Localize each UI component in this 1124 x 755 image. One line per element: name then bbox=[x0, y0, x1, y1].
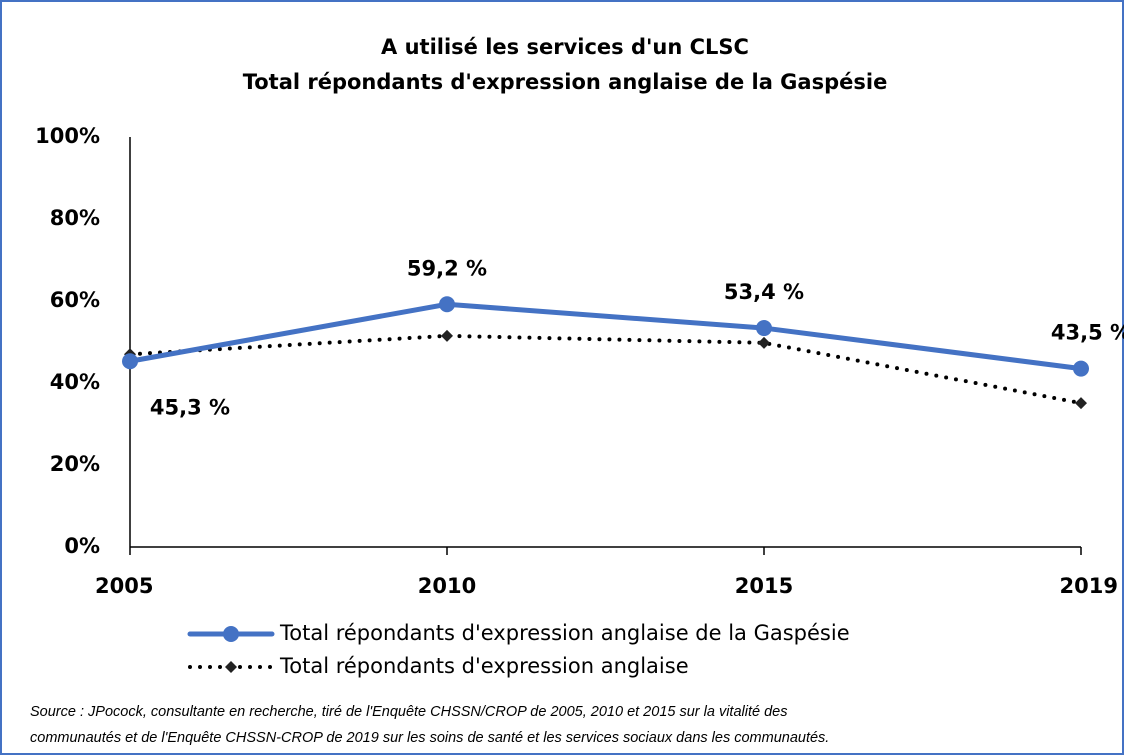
x-tick-label: 2005 bbox=[95, 574, 153, 598]
marker bbox=[1075, 397, 1087, 410]
line-series bbox=[128, 333, 1083, 406]
chart-title: A utilisé les services d'un CLSC bbox=[381, 35, 749, 59]
y-tick-label: 60% bbox=[50, 288, 100, 312]
data-label: 45,3 % bbox=[150, 395, 230, 419]
line-series bbox=[127, 301, 1084, 372]
y-tick-label: 80% bbox=[50, 206, 100, 230]
data-label: 53,4 % bbox=[724, 280, 804, 304]
marker bbox=[756, 320, 772, 337]
marker bbox=[439, 296, 455, 313]
data-label: 59,2 % bbox=[407, 256, 487, 280]
legend-marker bbox=[225, 661, 237, 673]
marker bbox=[441, 329, 453, 342]
y-tick-label: 40% bbox=[50, 370, 100, 394]
legend-label: Total répondants d'expression anglaise bbox=[279, 654, 689, 678]
x-tick-label: 2019 bbox=[1060, 574, 1118, 598]
y-tick-label: 0% bbox=[64, 534, 100, 558]
marker bbox=[1073, 360, 1089, 377]
y-tick-label: 100% bbox=[35, 124, 100, 148]
x-tick-label: 2010 bbox=[418, 574, 476, 598]
chart-subtitle: Total répondants d'expression anglaise d… bbox=[243, 70, 888, 94]
data-label: 43,5 % bbox=[1051, 321, 1124, 345]
source-line: Source : JPocock, consultante en recherc… bbox=[30, 704, 787, 720]
x-tick-label: 2015 bbox=[735, 574, 793, 598]
marker bbox=[122, 353, 138, 370]
legend-label: Total répondants d'expression anglaise d… bbox=[279, 621, 850, 645]
marker bbox=[758, 336, 770, 349]
y-tick-label: 20% bbox=[50, 452, 100, 476]
source-line: communautés et de l'Enquête CHSSN-CROP d… bbox=[30, 730, 829, 746]
legend-marker bbox=[223, 626, 239, 642]
